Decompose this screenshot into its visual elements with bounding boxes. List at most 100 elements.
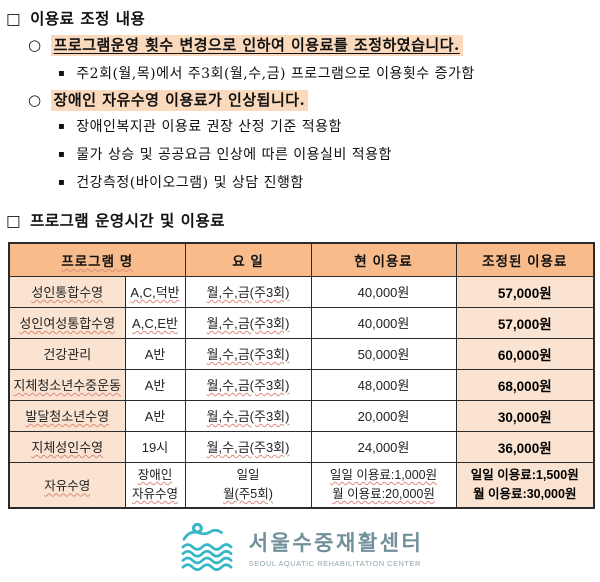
cell-text: A반 <box>144 378 166 393</box>
cell-days: 월,수,금(주3회) <box>184 306 312 339</box>
square-bullet-icon: ▪ <box>58 121 66 132</box>
cell-text: 60,000원 <box>497 347 552 363</box>
cell-text: 발달청소년수영 <box>25 409 110 424</box>
header-label: 프로그램 명 <box>61 253 134 269</box>
circle-bullet-icon: ○ <box>28 91 42 109</box>
cell-program-name: 성인여성통합수영 <box>8 306 126 339</box>
cell-current-fee: 20,000원 <box>310 399 457 432</box>
table-row: 자유수영 장애인 자유수영 일일 월(주5회) 일일 이용료:1,000원 월 … <box>8 461 595 509</box>
cell-text: 월 이용료:20,000원 <box>332 486 435 501</box>
cell-text: 월(주5회) <box>223 486 273 501</box>
circle-bullet-icon: ○ <box>28 36 42 54</box>
cell-adjusted-fee: 30,000원 <box>455 399 595 432</box>
table-row: 성인통합수영 A,C,덕반 월,수,금(주3회) 40,000원 57,000원 <box>8 275 595 308</box>
cell-text: 성인여성통합수영 <box>19 316 116 331</box>
bullet-text: 물가 상승 및 공공요금 인상에 따른 이용실비 적용함 <box>76 147 392 163</box>
bullet-item: ▪ 주2회(월,목)에서 주3회(월,수,금) 프로그램으로 이용횟수 증가함 <box>58 63 475 83</box>
bullet-item: ○ 프로그램운영 횟수 변경으로 인하여 이용료를 조정하였습니다. <box>28 34 463 56</box>
header-program-name: 프로그램 명 <box>8 242 186 277</box>
cell-text: 57,000원 <box>497 285 552 301</box>
header-current-fee: 현 이용료 <box>310 242 457 277</box>
square-bullet-icon: ▪ <box>58 68 66 79</box>
section1-title: 이용료 조정 내용 <box>30 9 146 28</box>
square-bullet-icon: ▪ <box>58 149 66 160</box>
cell-text: 일일 <box>236 467 260 482</box>
cell-text: 월,수,금(주3회) <box>206 378 290 393</box>
cell-text: 건강관리 <box>43 347 92 362</box>
cell-text: 57,000원 <box>497 316 552 332</box>
cell-days: 월,수,금(주3회) <box>184 337 312 370</box>
cell-current-fee: 40,000원 <box>310 306 457 339</box>
cell-days: 월,수,금(주3회) <box>184 368 312 401</box>
swimmer-waves-icon <box>181 522 233 571</box>
section1-heading: □ 이용료 조정 내용 <box>6 7 145 29</box>
bullet-item: ▪ 건강측정(바이오그램) 및 상담 진행함 <box>58 172 304 192</box>
bullet-text-highlighted: 장애인 자유수영 이용료가 인상됩니다. <box>50 90 309 111</box>
cell-adjusted-fee: 일일 이용료:1,500원 월 이용료:30,000원 <box>455 461 595 509</box>
cell-current-fee: 일일 이용료:1,000원 월 이용료:20,000원 <box>310 461 457 509</box>
header-label: 현 이용료 <box>354 253 413 269</box>
bullet-text: 장애인복지관 이용료 권장 산정 기준 적용함 <box>76 119 342 135</box>
cell-text: 일일 이용료:1,000원 <box>329 467 438 482</box>
cell-current-fee: 48,000원 <box>310 368 457 401</box>
cell-text: A반 <box>144 409 166 424</box>
bullet-item: ○ 장애인 자유수영 이용료가 인상됩니다. <box>28 89 309 111</box>
cell-text: 월 이용료:30,000원 <box>473 486 577 501</box>
cell-program-name: 지체청소년수중운동 <box>8 368 126 401</box>
cell-text: 일일 이용료:1,500원 <box>470 467 579 482</box>
header-label: 조정된 이용료 <box>482 253 568 269</box>
cell-text: 19시 <box>141 440 169 455</box>
cell-class: 19시 <box>124 430 186 463</box>
table-row: 지체성인수영 19시 월,수,금(주3회) 24,000원 36,000원 <box>8 430 595 463</box>
cell-text: 월,수,금(주3회) <box>206 440 290 455</box>
cell-text: 월,수,금(주3회) <box>206 285 290 300</box>
cell-days: 월,수,금(주3회) <box>184 430 312 463</box>
cell-text: 장애인 <box>137 467 173 482</box>
cell-text: 50,000원 <box>357 347 410 362</box>
cell-text: 월,수,금(주3회) <box>206 409 290 424</box>
table-row: 발달청소년수영 A반 월,수,금(주3회) 20,000원 30,000원 <box>8 399 595 432</box>
cell-class: A반 <box>124 368 186 401</box>
cell-adjusted-fee: 57,000원 <box>455 275 595 308</box>
cell-text: 40,000원 <box>357 285 410 300</box>
cell-program-name: 발달청소년수영 <box>8 399 126 432</box>
cell-days: 월,수,금(주3회) <box>184 275 312 308</box>
checkbox-marker-icon: □ <box>6 211 22 230</box>
cell-text: A,C,덕반 <box>130 285 180 300</box>
cell-text: A,C,E반 <box>132 316 178 331</box>
cell-class: A,C,E반 <box>124 306 186 339</box>
cell-text: 지체성인수영 <box>31 440 104 455</box>
cell-text: 30,000원 <box>497 409 552 425</box>
cell-program-name: 자유수영 <box>8 461 126 509</box>
cell-program-name: 지체성인수영 <box>8 430 126 463</box>
section2-heading: □ 프로그램 운영시간 및 이용료 <box>6 209 225 231</box>
cell-class: A반 <box>124 337 186 370</box>
cell-text: 36,000원 <box>497 440 552 456</box>
bullet-text: 건강측정(바이오그램) 및 상담 진행함 <box>76 175 304 191</box>
table-row: 지체청소년수중운동 A반 월,수,금(주3회) 48,000원 68,000원 <box>8 368 595 401</box>
cell-class: A,C,덕반 <box>124 275 186 308</box>
logo-korean-name: 서울수중재활센터 <box>248 531 424 555</box>
bullet-item: ▪ 물가 상승 및 공공요금 인상에 따른 이용실비 적용함 <box>58 144 392 164</box>
cell-text: 자유수영 <box>132 486 179 501</box>
cell-text: 자유수영 <box>44 479 91 494</box>
cell-program-name: 성인통합수영 <box>8 275 126 308</box>
bullet-text: 주2회(월,목)에서 주3회(월,수,금) 프로그램으로 이용횟수 증가함 <box>76 66 475 82</box>
cell-current-fee: 40,000원 <box>310 275 457 308</box>
cell-adjusted-fee: 57,000원 <box>455 306 595 339</box>
table-row: 건강관리 A반 월,수,금(주3회) 50,000원 60,000원 <box>8 337 595 370</box>
cell-text: 월,수,금(주3회) <box>206 316 290 331</box>
section2-title: 프로그램 운영시간 및 이용료 <box>30 211 225 230</box>
cell-text: 20,000원 <box>357 409 410 424</box>
cell-text: 40,000원 <box>357 316 410 331</box>
cell-adjusted-fee: 36,000원 <box>455 430 595 463</box>
cell-adjusted-fee: 68,000원 <box>455 368 595 401</box>
header-label: 요 일 <box>232 253 264 269</box>
cell-days: 일일 월(주5회) <box>184 461 312 509</box>
cell-class: 장애인 자유수영 <box>124 461 186 509</box>
header-adjusted-fee: 조정된 이용료 <box>455 242 595 277</box>
square-bullet-icon: ▪ <box>58 177 66 188</box>
cell-class: A반 <box>124 399 186 432</box>
center-logo: 서울수중재활센터 SEOUL AQUATIC REHABILITATION CE… <box>0 517 600 577</box>
